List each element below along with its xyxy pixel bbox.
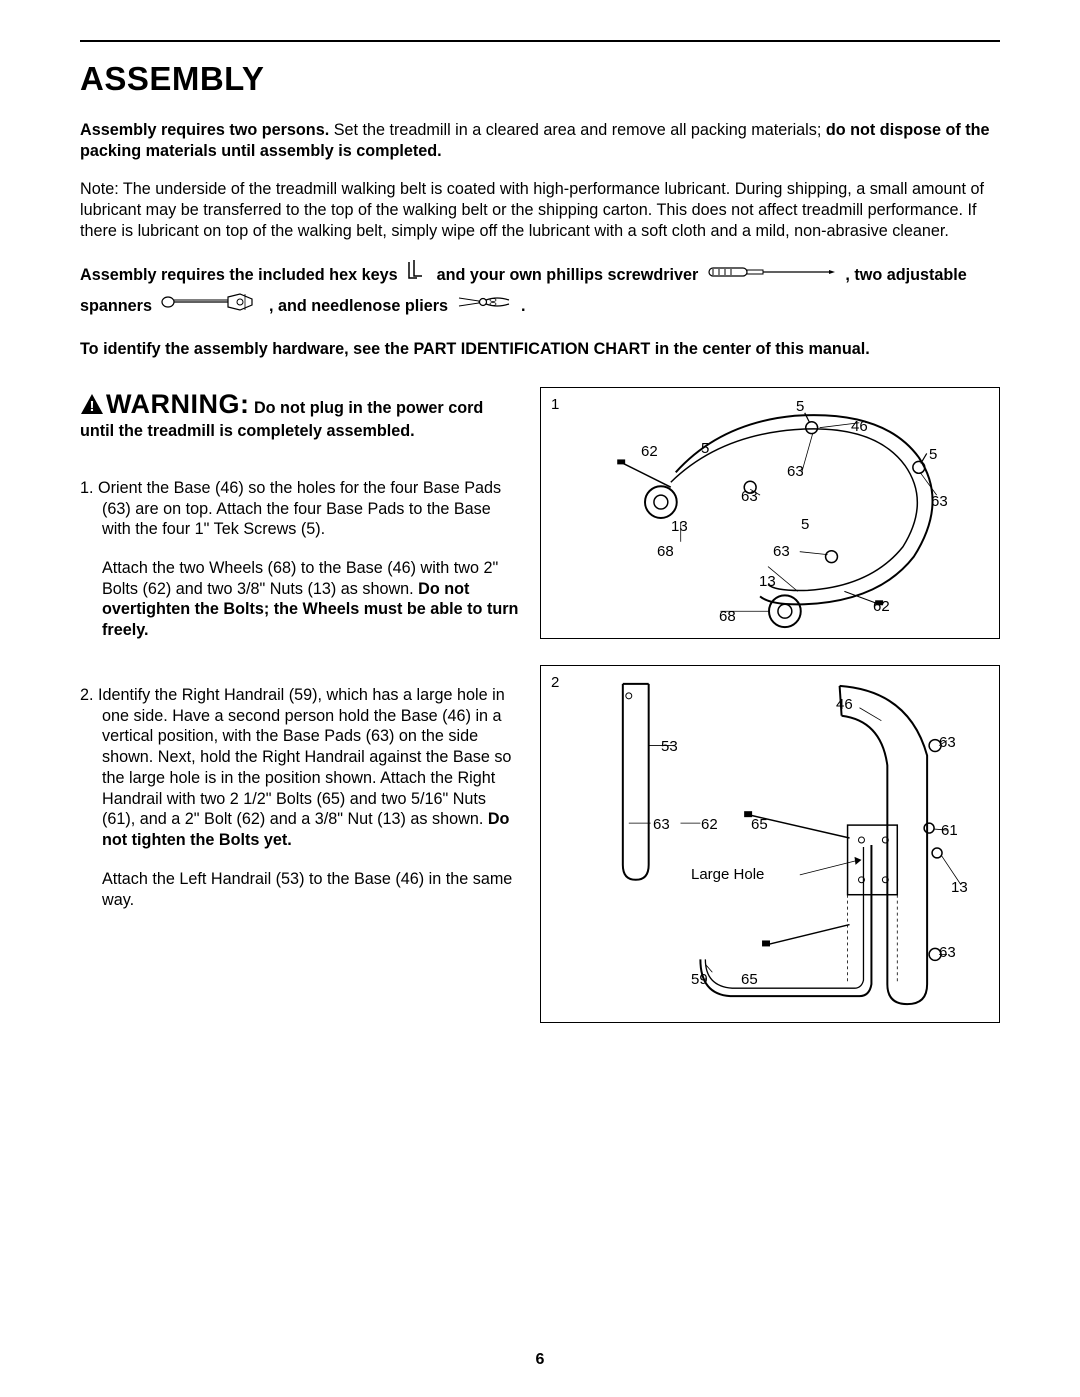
diagram-2: 2 46 53 63 63 62 65 61 Large Hole 13 63 … <box>540 665 1000 1023</box>
step-2a-text: Identify the Right Handrail (59), which … <box>98 686 511 828</box>
d2-62: 62 <box>701 816 718 833</box>
svg-text:!: ! <box>90 398 95 415</box>
intro-lead-bold: Assembly requires two persons. <box>80 121 329 139</box>
pliers-icon <box>457 293 513 319</box>
step-1a: 1. Orient the Base (46) so the holes for… <box>80 478 520 540</box>
hexkeys-icon <box>406 260 428 291</box>
tools-text-5: . <box>521 296 526 314</box>
d1-5b: 5 <box>701 440 709 457</box>
d1-63a: 63 <box>787 463 804 480</box>
top-rule <box>80 40 1000 42</box>
d1-63c: 63 <box>931 493 948 510</box>
page-number: 6 <box>0 1351 1080 1369</box>
d2-63a: 63 <box>939 734 956 751</box>
d2-61: 61 <box>941 822 958 839</box>
intro-lead-rest: Set the treadmill in a cleared area and … <box>329 121 826 139</box>
d1-62b: 62 <box>873 598 890 615</box>
tools-text-4: , and needlenose pliers <box>269 296 448 314</box>
d2-num: 2 <box>551 674 559 691</box>
warning-icon: ! <box>80 393 104 421</box>
tools-text-1: Assembly requires the included hex keys <box>80 265 398 283</box>
d1-62a: 62 <box>641 443 658 460</box>
intro-paragraph: Assembly requires two persons. Set the t… <box>80 120 1000 161</box>
d1-num: 1 <box>551 396 559 413</box>
d1-63b: 63 <box>741 488 758 505</box>
d1-5a: 5 <box>796 398 804 415</box>
left-column: ! WARNING: Do not plug in the power cord… <box>80 387 520 1049</box>
step-1b: Attach the two Wheels (68) to the Base (… <box>80 558 520 641</box>
d1-68b: 68 <box>719 608 736 625</box>
right-column: 1 5 46 5 5 62 63 63 63 5 13 68 63 13 62 … <box>540 387 1000 1049</box>
step-1a-text: Orient the Base (46) so the holes for th… <box>98 479 501 538</box>
d1-46: 46 <box>851 418 868 435</box>
diagram-1: 1 5 46 5 5 62 63 63 63 5 13 68 63 13 62 … <box>540 387 1000 639</box>
d1-68a: 68 <box>657 543 674 560</box>
d1-5c: 5 <box>929 446 937 463</box>
d2-46: 46 <box>836 696 853 713</box>
d2-13: 13 <box>951 879 968 896</box>
note-paragraph: Note: The underside of the treadmill wal… <box>80 179 1000 241</box>
tools-paragraph: Assembly requires the included hex keys … <box>80 260 1000 322</box>
spanner-icon <box>160 291 260 322</box>
step-2-num: 2. <box>80 686 98 704</box>
d2-53: 53 <box>661 738 678 755</box>
d2-65b: 65 <box>741 971 758 988</box>
section-title: ASSEMBLY <box>80 60 1000 98</box>
warning-word: WARNING: <box>106 389 249 419</box>
d2-65a: 65 <box>751 816 768 833</box>
step-2a: 2. Identify the Right Handrail (59), whi… <box>80 685 520 851</box>
d2-59: 59 <box>691 971 708 988</box>
warning-block: ! WARNING: Do not plug in the power cord… <box>80 387 520 442</box>
tools-text-2: and your own phillips screwdriver <box>437 265 699 283</box>
d1-63d: 63 <box>773 543 790 560</box>
step-2b: Attach the Left Handrail (53) to the Bas… <box>80 869 520 910</box>
d1-13b: 13 <box>759 573 776 590</box>
d2-large: Large Hole <box>691 866 764 883</box>
d2-63c: 63 <box>939 944 956 961</box>
d1-5d: 5 <box>801 516 809 533</box>
d2-63b: 63 <box>653 816 670 833</box>
screwdriver-icon <box>707 262 837 288</box>
step-1-num: 1. <box>80 479 98 497</box>
ident-line: To identify the assembly hardware, see t… <box>80 340 1000 359</box>
d1-13a: 13 <box>671 518 688 535</box>
